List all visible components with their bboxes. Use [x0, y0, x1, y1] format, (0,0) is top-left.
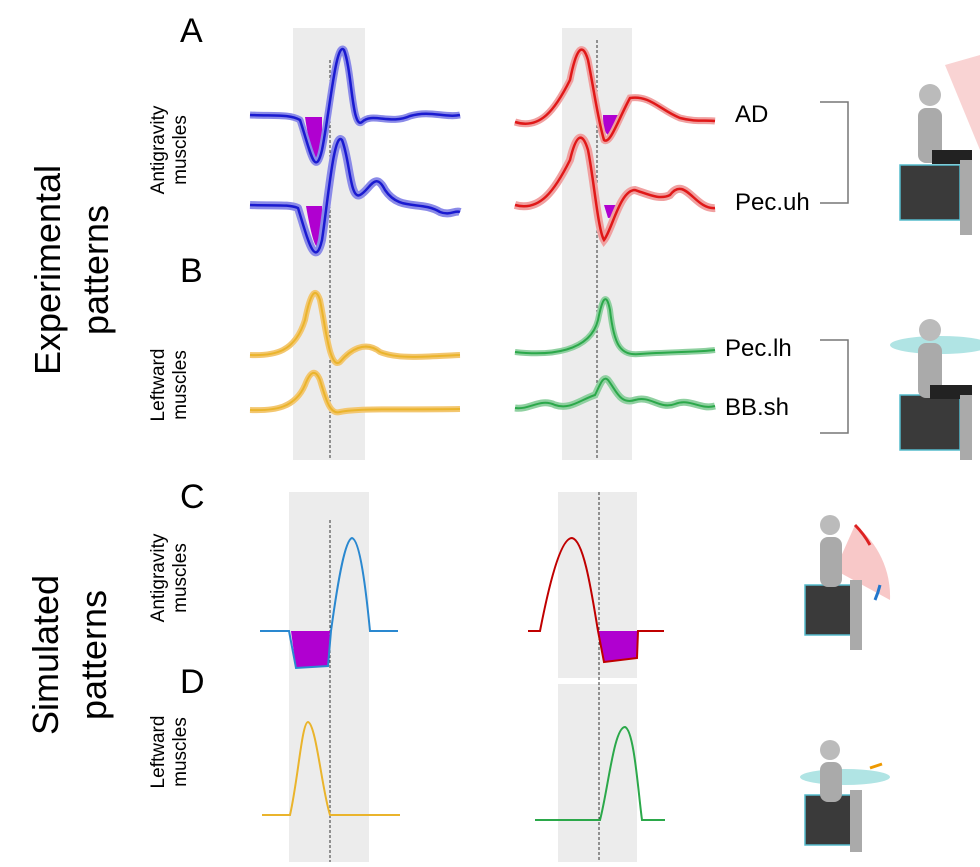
muscle-label: AD [735, 101, 768, 128]
muscle-group-line: Antigravity [148, 105, 169, 194]
window [558, 684, 637, 862]
muscle-group: Antigravity muscles [148, 105, 191, 194]
bracket [820, 101, 849, 204]
muscle-label: BB.sh [725, 394, 789, 421]
muscle-group-line: Antigravity [148, 533, 169, 622]
row-title-line: Experimental [27, 165, 68, 375]
row-title: Experimental patterns [27, 165, 116, 375]
muscle-group: Leftward muscles [148, 349, 191, 422]
muscle-label: Pec.lh [725, 335, 792, 362]
muscle-group-line: Leftward [148, 349, 169, 422]
illustration [899, 55, 980, 235]
muscle-group-line: muscles [170, 543, 191, 613]
row-title-line: patterns [73, 590, 114, 720]
muscle-group: Antigravity muscles [148, 533, 191, 622]
illustration [804, 515, 891, 650]
panel-letter: B [180, 252, 203, 290]
trace [249, 45, 462, 257]
illustration [890, 319, 980, 460]
illustration [800, 740, 890, 852]
muscle-group-line: Leftward [148, 716, 169, 789]
trace [513, 46, 716, 248]
row-title-line: Simulated [25, 575, 66, 735]
muscle-group-line: muscles [170, 350, 191, 420]
muscle-group-line: muscles [170, 115, 191, 185]
panel-letter: C [180, 478, 205, 516]
panel-letter: A [180, 12, 203, 50]
row-title-line: patterns [75, 205, 116, 335]
trace [249, 290, 716, 416]
window [289, 492, 369, 862]
row-title: Simulated patterns [25, 575, 114, 735]
trace [260, 536, 665, 821]
muscle-group-line: muscles [170, 717, 191, 787]
muscle-group: Leftward muscles [148, 716, 191, 789]
muscle-label: Pec.uh [735, 189, 810, 216]
panel-letter: D [180, 663, 205, 701]
bracket [820, 339, 849, 434]
